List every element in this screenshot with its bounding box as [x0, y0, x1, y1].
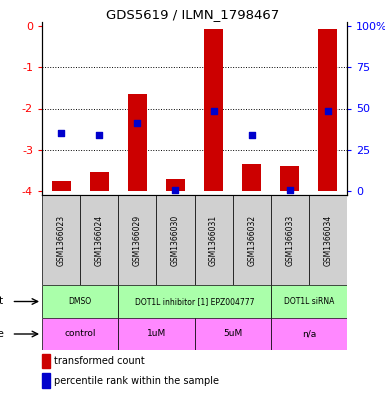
Text: DOT1L inhibitor [1] EPZ004777: DOT1L inhibitor [1] EPZ004777: [135, 297, 254, 306]
Bar: [52, 180, 70, 191]
Bar: [90, 173, 109, 191]
Bar: [42, 195, 80, 285]
Bar: [194, 318, 271, 350]
Bar: [42, 318, 118, 350]
Bar: [204, 29, 223, 191]
Bar: [42, 354, 50, 369]
Text: transformed count: transformed count: [54, 356, 145, 367]
Bar: [233, 195, 271, 285]
Bar: [242, 164, 261, 191]
Text: dose: dose: [0, 329, 4, 339]
Point: [134, 120, 141, 126]
Point: [58, 130, 64, 136]
Text: n/a: n/a: [302, 329, 316, 338]
Text: GDS5619 / ILMN_1798467: GDS5619 / ILMN_1798467: [106, 8, 279, 21]
Bar: [271, 285, 347, 318]
Bar: [118, 285, 271, 318]
Bar: [309, 195, 347, 285]
Bar: [156, 195, 194, 285]
Text: DMSO: DMSO: [69, 297, 92, 306]
Point: [287, 187, 293, 193]
Text: GSM1366030: GSM1366030: [171, 214, 180, 266]
Text: GSM1366034: GSM1366034: [323, 214, 332, 266]
Bar: [280, 166, 300, 191]
Bar: [271, 318, 347, 350]
Point: [211, 107, 217, 114]
Bar: [271, 195, 309, 285]
Bar: [318, 29, 338, 191]
Point: [172, 187, 179, 193]
Text: 1uM: 1uM: [147, 329, 166, 338]
Bar: [194, 195, 233, 285]
Bar: [118, 318, 194, 350]
Text: GSM1366033: GSM1366033: [285, 214, 294, 266]
Text: control: control: [64, 329, 96, 338]
Bar: [166, 178, 185, 191]
Text: GSM1366024: GSM1366024: [95, 215, 104, 266]
Text: percentile rank within the sample: percentile rank within the sample: [54, 376, 219, 386]
Text: GSM1366032: GSM1366032: [247, 215, 256, 266]
Text: agent: agent: [0, 296, 4, 307]
Text: GSM1366023: GSM1366023: [57, 215, 65, 266]
Bar: [80, 195, 118, 285]
Text: 5uM: 5uM: [223, 329, 242, 338]
Point: [325, 107, 331, 114]
Text: GSM1366029: GSM1366029: [133, 215, 142, 266]
Text: GSM1366031: GSM1366031: [209, 215, 218, 266]
Bar: [42, 373, 50, 388]
Point: [96, 132, 102, 138]
Text: DOT1L siRNA: DOT1L siRNA: [284, 297, 334, 306]
Point: [249, 132, 255, 138]
Bar: [128, 94, 147, 191]
Bar: [42, 285, 118, 318]
Bar: [118, 195, 156, 285]
